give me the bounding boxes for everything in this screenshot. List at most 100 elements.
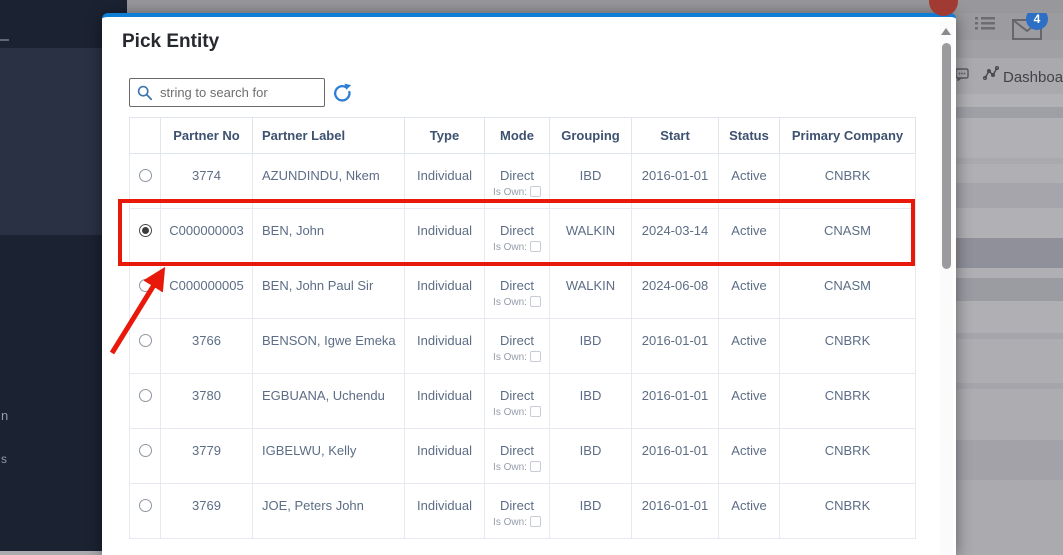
cell-primary-company: CNBRK: [779, 483, 916, 539]
search-input[interactable]: [129, 78, 325, 107]
cell-status: Active: [718, 373, 780, 429]
col-primary-company: Primary Company: [779, 117, 916, 154]
cell-type: Individual: [404, 428, 485, 484]
table-header-row: Partner No Partner Label Type Mode Group…: [129, 117, 916, 154]
sidebar-item-fragment: s: [1, 452, 7, 466]
table-row[interactable]: 3766 BENSON, Igwe Emeka Individual Direc…: [129, 318, 916, 374]
cell-type: Individual: [404, 483, 485, 539]
cell-mode: Direct: [500, 388, 534, 403]
cell-grouping: IBD: [549, 373, 632, 429]
refresh-button[interactable]: [332, 83, 353, 104]
sidebar-link-fragment: [0, 39, 9, 41]
cell-primary-company: CNBRK: [779, 373, 916, 429]
col-type: Type: [404, 117, 485, 154]
cell-grouping: IBD: [549, 428, 632, 484]
is-own-label: Is Own:: [493, 352, 527, 363]
cell-type: Individual: [404, 263, 485, 319]
cell-status: Active: [718, 263, 780, 319]
dimmed-page-background: 4 Dashboar: [952, 13, 1063, 551]
is-own-checkbox[interactable]: [529, 186, 541, 197]
cell-status: Active: [718, 153, 780, 209]
cell-partner-no: 3769: [160, 483, 253, 539]
col-partner-no: Partner No: [160, 117, 253, 154]
notification-dot: [929, 0, 958, 16]
scroll-up-button[interactable]: [940, 21, 953, 39]
row-select-radio[interactable]: [138, 279, 152, 292]
row-select-radio[interactable]: [138, 499, 152, 512]
cell-mode: Direct: [500, 333, 534, 348]
cell-grouping: IBD: [549, 153, 632, 209]
is-own-label: Is Own:: [493, 462, 527, 473]
is-own-checkbox[interactable]: [529, 351, 541, 362]
nav-item-dashboard[interactable]: Dashboar: [1003, 69, 1063, 86]
row-select-radio[interactable]: [138, 169, 152, 182]
col-mode: Mode: [484, 117, 550, 154]
cell-status: Active: [718, 483, 780, 539]
cell-status: Active: [718, 208, 780, 264]
col-status: Status: [718, 117, 780, 154]
is-own-label: Is Own:: [493, 407, 527, 418]
scrollbar-track[interactable]: [940, 21, 953, 555]
col-grouping: Grouping: [549, 117, 632, 154]
cell-primary-company: CNBRK: [779, 153, 916, 209]
row-select-radio[interactable]: [138, 444, 152, 457]
sidebar-item-fragment: n: [1, 408, 9, 423]
row-select-radio[interactable]: [138, 334, 152, 347]
cell-mode: Direct: [500, 443, 534, 458]
mail-badge: 4: [1026, 13, 1048, 30]
cell-partner-label: EGBUANA, Uchendu: [252, 373, 405, 429]
table-row[interactable]: 3769 JOE, Peters John Individual Direct …: [129, 483, 916, 539]
cell-partner-label: IGBELWU, Kelly: [252, 428, 405, 484]
cell-mode: Direct: [500, 278, 534, 293]
refresh-icon: [332, 83, 353, 107]
table-row[interactable]: 3774 AZUNDINDU, Nkem Individual Direct I…: [129, 153, 916, 209]
col-select: [129, 117, 161, 154]
table-row[interactable]: C000000005 BEN, John Paul Sir Individual…: [129, 263, 916, 319]
comment-icon: [955, 68, 969, 86]
activity-chart-icon: [983, 65, 1000, 87]
cell-partner-no: 3774: [160, 153, 253, 209]
row-select-radio[interactable]: [138, 224, 152, 237]
is-own-label: Is Own:: [493, 242, 527, 253]
cell-partner-label: AZUNDINDU, Nkem: [252, 153, 405, 209]
is-own-checkbox[interactable]: [529, 241, 541, 252]
cell-start: 2016-01-01: [631, 153, 719, 209]
cell-grouping: WALKIN: [549, 263, 632, 319]
cell-partner-no: 3766: [160, 318, 253, 374]
is-own-checkbox[interactable]: [529, 461, 541, 472]
table-row[interactable]: 3780 EGBUANA, Uchendu Individual Direct …: [129, 373, 916, 429]
cell-partner-label: BEN, John: [252, 208, 405, 264]
cell-type: Individual: [404, 208, 485, 264]
pick-entity-dialog: Pick Entity: [102, 13, 956, 555]
cell-grouping: WALKIN: [549, 208, 632, 264]
dialog-title: Pick Entity: [122, 31, 220, 52]
cell-status: Active: [718, 428, 780, 484]
is-own-checkbox[interactable]: [529, 406, 541, 417]
cell-partner-no: 3780: [160, 373, 253, 429]
cell-type: Individual: [404, 153, 485, 209]
col-partner-label: Partner Label: [252, 117, 405, 154]
is-own-checkbox[interactable]: [529, 296, 541, 307]
cell-partner-label: BENSON, Igwe Emeka: [252, 318, 405, 374]
cell-primary-company: CNBRK: [779, 318, 916, 374]
cell-primary-company: CNASM: [779, 208, 916, 264]
cell-partner-label: BEN, John Paul Sir: [252, 263, 405, 319]
cell-partner-no: 3779: [160, 428, 253, 484]
is-own-checkbox[interactable]: [529, 516, 541, 527]
list-icon: [975, 16, 995, 36]
table-row[interactable]: C000000003 BEN, John Individual Direct I…: [129, 208, 916, 264]
scroll-up-arrow-icon: [941, 28, 951, 35]
cell-start: 2016-01-01: [631, 318, 719, 374]
cell-partner-no: C000000003: [160, 208, 253, 264]
cell-primary-company: CNASM: [779, 263, 916, 319]
cell-status: Active: [718, 318, 780, 374]
cell-partner-no: C000000005: [160, 263, 253, 319]
cell-primary-company: CNBRK: [779, 428, 916, 484]
cell-type: Individual: [404, 373, 485, 429]
table-row[interactable]: 3779 IGBELWU, Kelly Individual Direct Is…: [129, 428, 916, 484]
row-select-radio[interactable]: [138, 389, 152, 402]
scrollbar-thumb[interactable]: [942, 43, 951, 269]
cell-mode: Direct: [500, 223, 534, 238]
is-own-label: Is Own:: [493, 187, 527, 198]
